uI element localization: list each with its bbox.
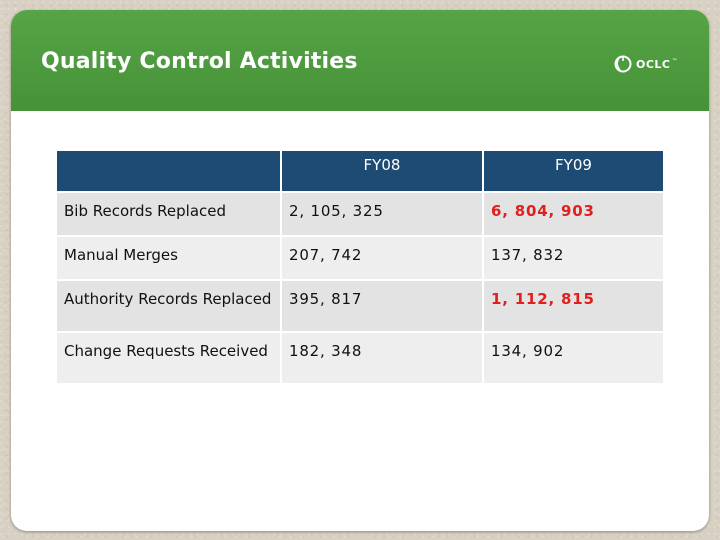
slide-title: Quality Control Activities (41, 49, 358, 74)
trademark-mark: ™ (671, 57, 678, 65)
header-fy08: FY08 (281, 151, 484, 193)
header-fy09: FY09 (483, 151, 663, 193)
header-label-cell (57, 151, 282, 193)
activities-table: FY08 FY09 Bib Records Replaced 2, 105, 3… (57, 151, 663, 385)
table-header-row: FY08 FY09 (57, 151, 663, 193)
fy09-value: 6, 804, 903 (483, 192, 663, 237)
fy09-value: 134, 902 (483, 332, 663, 385)
table-row: Manual Merges 207, 742 137, 832 (57, 236, 663, 281)
title-band: Quality Control Activities OCLC ™ (11, 10, 709, 111)
table-row: Bib Records Replaced 2, 105, 325 6, 804,… (57, 192, 663, 237)
table-row: Authority Records Replaced 395, 817 1, 1… (57, 280, 663, 333)
row-label: Authority Records Replaced (57, 280, 282, 333)
oclc-logo: OCLC ™ (613, 51, 678, 77)
row-label: Bib Records Replaced (57, 192, 282, 237)
row-label: Manual Merges (57, 236, 282, 281)
logo-text: OCLC (636, 57, 671, 71)
row-label: Change Requests Received (57, 332, 282, 385)
fy08-value: 395, 817 (281, 280, 484, 333)
table-row: Change Requests Received 182, 348 134, 9… (57, 332, 663, 385)
fy09-value: 1, 112, 815 (483, 280, 663, 333)
fy09-value: 137, 832 (483, 236, 663, 281)
fy08-value: 2, 105, 325 (281, 192, 484, 237)
fy08-value: 207, 742 (281, 236, 484, 281)
slide: Quality Control Activities OCLC ™ FY08 F… (11, 10, 709, 531)
oclc-logo-icon (614, 55, 632, 73)
fy08-value: 182, 348 (281, 332, 484, 385)
